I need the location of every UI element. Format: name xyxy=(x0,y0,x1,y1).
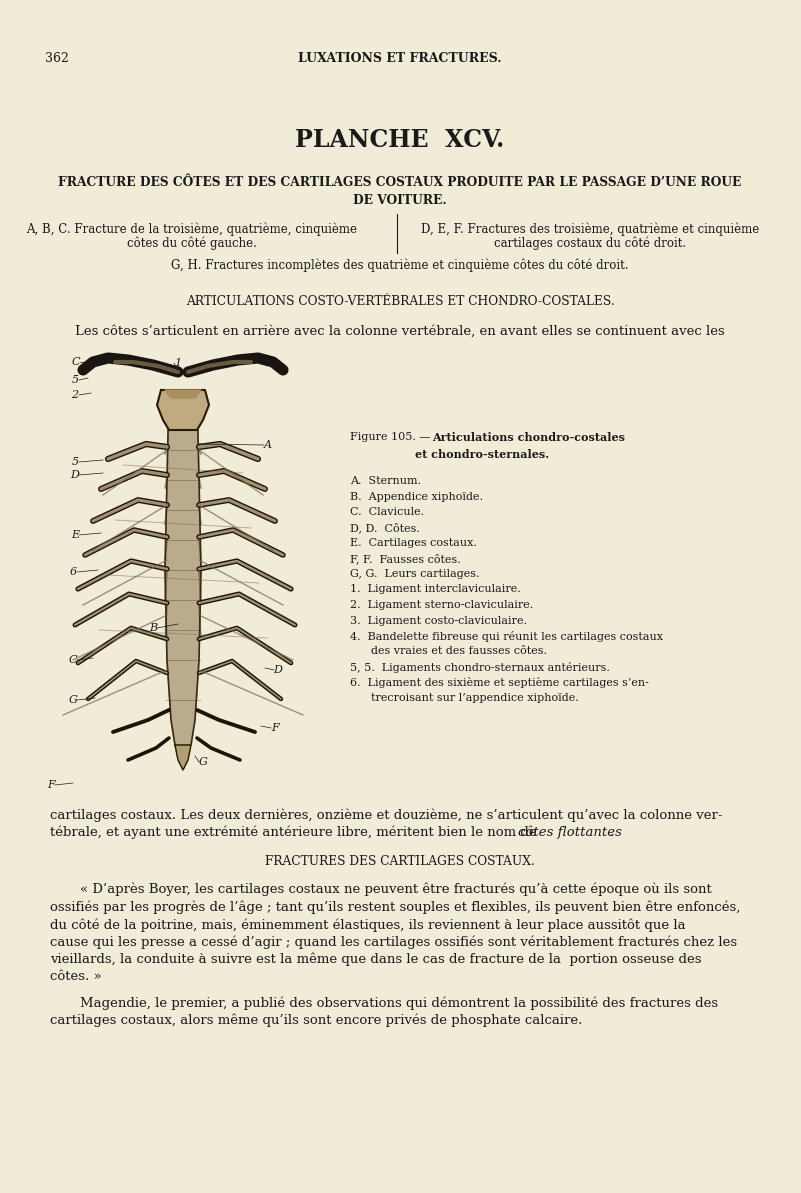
Text: cause qui les presse a cessé d’agir ; quand les cartilages ossifiés sont véritab: cause qui les presse a cessé d’agir ; qu… xyxy=(50,935,737,948)
Text: 5, 5.  Ligaments chondro-sternaux antérieurs.: 5, 5. Ligaments chondro-sternaux antérie… xyxy=(350,662,610,673)
Text: cartilages costaux. Les deux dernières, onzième et douzième, ne s’articulent qu’: cartilages costaux. Les deux dernières, … xyxy=(50,808,723,822)
Text: FRACTURE DES CÔTES ET DES CARTILAGES COSTAUX PRODUITE PAR LE PASSAGE D’UNE ROUE: FRACTURE DES CÔTES ET DES CARTILAGES COS… xyxy=(58,177,742,188)
Text: 6.  Ligament des sixième et septième cartilages s’en-: 6. Ligament des sixième et septième cart… xyxy=(350,678,649,688)
Text: côtes flottantes: côtes flottantes xyxy=(518,826,622,839)
Text: A.  Sternum.: A. Sternum. xyxy=(350,476,421,486)
Text: du côté de la poitrine, mais, éminemment élastiques, ils reviennent à leur place: du côté de la poitrine, mais, éminemment… xyxy=(50,917,686,932)
Text: des vraies et des fausses côtes.: des vraies et des fausses côtes. xyxy=(350,647,547,656)
Text: 362: 362 xyxy=(45,52,69,64)
Text: E: E xyxy=(71,530,79,540)
Text: vieillards, la conduite à suivre est la même que dans le cas de fracture de la  : vieillards, la conduite à suivre est la … xyxy=(50,953,702,966)
Text: cartilages costaux du côté droit.: cartilages costaux du côté droit. xyxy=(494,237,686,251)
Text: 2: 2 xyxy=(71,390,78,400)
Text: G: G xyxy=(199,758,207,767)
Text: G, G.  Leurs cartilages.: G, G. Leurs cartilages. xyxy=(350,569,480,579)
Text: FRACTURES DES CARTILAGES COSTAUX.: FRACTURES DES CARTILAGES COSTAUX. xyxy=(265,855,535,869)
Text: A: A xyxy=(264,440,272,450)
Text: LUXATIONS ET FRACTURES.: LUXATIONS ET FRACTURES. xyxy=(298,52,501,64)
Text: .: . xyxy=(610,826,614,839)
Text: 5: 5 xyxy=(71,457,78,466)
Text: D: D xyxy=(274,665,283,675)
Text: B: B xyxy=(149,623,157,633)
Polygon shape xyxy=(157,390,209,429)
Text: F: F xyxy=(271,723,279,733)
Text: Les côtes s’articulent en arrière avec la colonne vertébrale, en avant elles se : Les côtes s’articulent en arrière avec l… xyxy=(75,324,725,338)
Text: 4.  Bandelette fibreuse qui réunit les cartilages costaux: 4. Bandelette fibreuse qui réunit les ca… xyxy=(350,631,663,642)
Text: C.  Clavicule.: C. Clavicule. xyxy=(350,507,424,517)
Text: A, B, C. Fracture de la troisième, quatrième, cinquième: A, B, C. Fracture de la troisième, quatr… xyxy=(26,222,357,235)
Text: E.  Cartilages costaux.: E. Cartilages costaux. xyxy=(350,538,477,548)
Text: D, D.  Côtes.: D, D. Côtes. xyxy=(350,523,420,533)
Text: C: C xyxy=(72,357,80,367)
Polygon shape xyxy=(165,390,201,398)
Text: ossifiés par les progrès de l’âge ; tant qu’ils restent souples et flexibles, il: ossifiés par les progrès de l’âge ; tant… xyxy=(50,901,740,914)
Text: 6: 6 xyxy=(70,567,77,577)
Text: 1.  Ligament interclaviculaire.: 1. Ligament interclaviculaire. xyxy=(350,585,521,594)
Text: PLANCHE  XCV.: PLANCHE XCV. xyxy=(296,128,505,152)
Text: « D’après Boyer, les cartilages costaux ne peuvent être fracturés qu’à cette épo: « D’après Boyer, les cartilages costaux … xyxy=(80,883,712,896)
Text: cartilages costaux, alors même qu’ils sont encore privés de phosphate calcaire.: cartilages costaux, alors même qu’ils so… xyxy=(50,1014,582,1027)
Text: 1: 1 xyxy=(175,358,182,367)
Text: Figure 105. —: Figure 105. — xyxy=(350,432,434,441)
Polygon shape xyxy=(175,744,191,769)
Text: D: D xyxy=(70,470,79,480)
Text: F: F xyxy=(47,780,55,790)
Text: G: G xyxy=(69,696,78,705)
Text: F, F.  Fausses côtes.: F, F. Fausses côtes. xyxy=(350,554,461,564)
Text: côtes. »: côtes. » xyxy=(50,970,102,983)
Text: C: C xyxy=(69,655,77,665)
Text: G, H. Fractures incomplètes des quatrième et cinquième côtes du côté droit.: G, H. Fractures incomplètes des quatrièm… xyxy=(171,258,629,272)
Text: 2.  Ligament sterno-claviculaire.: 2. Ligament sterno-claviculaire. xyxy=(350,600,533,610)
Polygon shape xyxy=(165,390,201,744)
Text: D, E, F. Fractures des troisième, quatrième et cinquième: D, E, F. Fractures des troisième, quatri… xyxy=(421,222,759,235)
Text: et chondro-sternales.: et chondro-sternales. xyxy=(415,449,549,460)
Text: DE VOITURE.: DE VOITURE. xyxy=(353,194,447,208)
Text: B.  Appendice xiphoïde.: B. Appendice xiphoïde. xyxy=(350,492,483,501)
Text: côtes du côté gauche.: côtes du côté gauche. xyxy=(127,237,257,251)
Text: trecroisant sur l’appendice xiphoïde.: trecroisant sur l’appendice xiphoïde. xyxy=(350,693,579,703)
Text: Magendie, le premier, a publié des observations qui démontrent la possibilité de: Magendie, le premier, a publié des obser… xyxy=(80,996,718,1009)
Text: 3.  Ligament costo-claviculaire.: 3. Ligament costo-claviculaire. xyxy=(350,616,527,625)
Text: ARTICULATIONS COSTO-VERTÉBRALES ET CHONDRO-COSTALES.: ARTICULATIONS COSTO-VERTÉBRALES ET CHOND… xyxy=(186,295,614,308)
Text: tébrale, et ayant une extrémité antérieure libre, méritent bien le nom de: tébrale, et ayant une extrémité antérieu… xyxy=(50,826,541,839)
Text: 5: 5 xyxy=(71,375,78,385)
Text: Articulations chondro-costales: Articulations chondro-costales xyxy=(432,432,625,443)
